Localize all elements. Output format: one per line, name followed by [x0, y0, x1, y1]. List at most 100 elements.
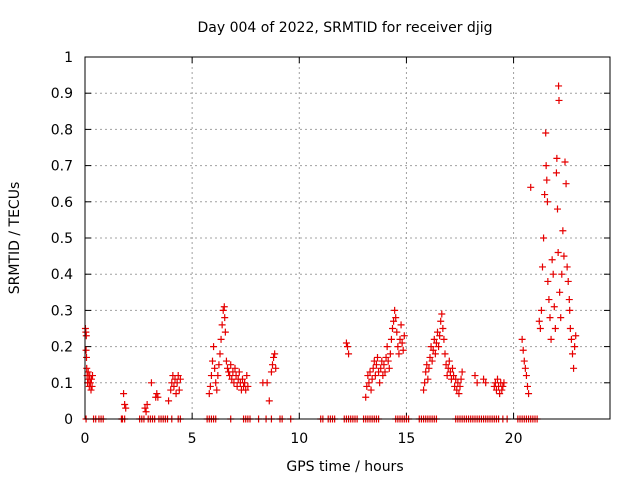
data-point: [551, 325, 559, 332]
data-point: [394, 343, 402, 351]
data-point: [425, 364, 433, 372]
data-point: [524, 382, 531, 390]
data-point: [221, 328, 229, 336]
data-point: [371, 372, 379, 380]
data-point: [554, 205, 561, 213]
data-point: [212, 379, 220, 387]
data-point: [558, 270, 566, 278]
x-tick-label: 5: [188, 431, 197, 447]
data-point: [209, 357, 216, 365]
data-point: [263, 379, 271, 387]
data-point: [391, 306, 399, 314]
data-point: [382, 353, 390, 361]
data-point: [482, 379, 490, 387]
chart-title: Day 004 of 2022, SRMTID for receiver dji…: [198, 20, 493, 36]
data-point: [389, 325, 396, 332]
data-point: [87, 386, 95, 394]
data-point: [267, 368, 275, 376]
data-point: [272, 364, 280, 372]
data-point: [141, 404, 149, 412]
data-point: [385, 364, 393, 372]
data-point: [535, 317, 543, 325]
data-point: [428, 357, 436, 365]
data-point: [221, 314, 229, 322]
data-point: [89, 372, 96, 380]
data-point: [549, 270, 557, 278]
data-point: [542, 129, 550, 137]
data-point: [555, 96, 563, 104]
data-point: [498, 386, 506, 394]
data-point: [86, 379, 94, 387]
data-point: [561, 158, 569, 166]
data-point: [380, 361, 388, 369]
data-point: [368, 375, 376, 383]
data-point: [217, 335, 225, 343]
data-point: [345, 350, 353, 358]
data-point: [218, 321, 226, 329]
data-point: [372, 361, 380, 369]
data-point: [230, 379, 238, 387]
data-point: [522, 372, 530, 380]
data-point: [228, 375, 236, 383]
data-point: [88, 382, 96, 390]
x-tick-label: 15: [398, 431, 416, 447]
data-point: [393, 328, 401, 336]
data-point: [544, 277, 552, 285]
data-point: [215, 361, 223, 369]
data-point: [550, 303, 558, 311]
data-point: [83, 364, 91, 372]
x-tick-label: 0: [81, 431, 90, 447]
data-point: [566, 306, 574, 314]
data-point: [553, 154, 561, 162]
data-point: [233, 382, 241, 390]
data-point: [565, 296, 573, 304]
data-point: [363, 382, 371, 390]
data-point: [147, 379, 155, 387]
data-point: [450, 372, 458, 380]
data-point: [562, 180, 570, 188]
data-point: [226, 372, 234, 380]
data-point: [205, 390, 213, 398]
data-point: [545, 296, 553, 304]
data-point: [420, 386, 428, 394]
data-point: [244, 382, 252, 390]
y-tick-label: 0.8: [51, 122, 73, 138]
data-point: [542, 162, 550, 170]
data-point: [399, 346, 407, 354]
data-point: [342, 339, 350, 347]
data-point: [176, 375, 184, 383]
y-tick-label: 0.2: [51, 340, 73, 356]
data-point: [154, 393, 162, 401]
data-point: [143, 401, 151, 409]
data-point: [170, 382, 178, 390]
data-point: [552, 169, 560, 177]
data-point: [434, 328, 441, 336]
data-point: [546, 314, 554, 322]
data-point: [494, 375, 501, 383]
data-point: [563, 263, 571, 271]
data-point: [375, 368, 383, 376]
data-point: [242, 386, 250, 394]
data-point: [436, 332, 444, 340]
x-axis-label: GPS time / hours: [286, 459, 403, 475]
data-point: [499, 382, 507, 390]
data-point: [122, 404, 130, 412]
data-point: [400, 332, 408, 340]
data-point: [471, 372, 479, 380]
data-point: [445, 357, 453, 365]
data-point: [564, 277, 572, 285]
data-point: [214, 372, 222, 380]
data-point: [557, 314, 565, 322]
data-point: [438, 310, 446, 318]
data-point: [379, 372, 387, 380]
data-point: [232, 372, 240, 380]
data-point: [422, 368, 430, 376]
data-point: [398, 339, 406, 347]
data-point: [547, 335, 555, 343]
data-point: [271, 350, 279, 358]
data-point: [174, 372, 182, 380]
data-point: [386, 350, 394, 358]
data-point: [427, 343, 435, 351]
data-point: [457, 375, 465, 383]
data-point: [570, 364, 578, 372]
